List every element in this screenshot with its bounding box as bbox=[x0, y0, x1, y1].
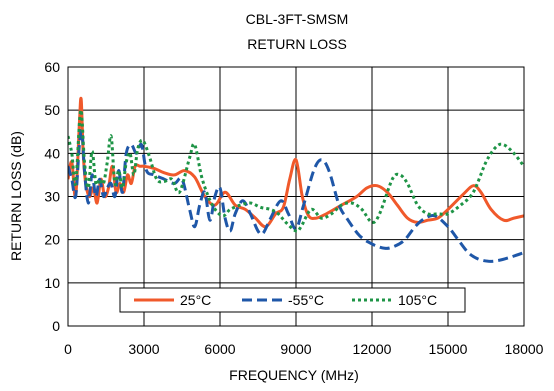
plot-border bbox=[67, 66, 525, 327]
x-tick-label: 15000 bbox=[429, 341, 468, 357]
legend-label-2: 105°C bbox=[398, 292, 437, 308]
chart-title: CBL-3FT-SMSM bbox=[246, 11, 349, 27]
x-tick-label: 9000 bbox=[280, 341, 311, 357]
x-axis-label: FREQUENCY (MHz) bbox=[229, 367, 359, 383]
y-axis-label: RETURN LOSS (dB) bbox=[8, 131, 24, 261]
legend-label-0: 25°C bbox=[180, 292, 211, 308]
y-tick-label: 40 bbox=[44, 145, 60, 161]
x-tick-label: 12000 bbox=[353, 341, 392, 357]
series-line-1 bbox=[68, 128, 524, 263]
y-tick-label: 60 bbox=[44, 59, 60, 75]
y-tick-label: 30 bbox=[44, 189, 60, 205]
legend-label-1: -55°C bbox=[288, 292, 324, 308]
x-tick-label: 3000 bbox=[128, 341, 159, 357]
tick-labels: 0 3000 6000 9000 12000 15000 18000 0 10 20 30 40 50 6… bbox=[44, 59, 543, 357]
series-line-2 bbox=[68, 108, 524, 233]
y-tick-label: 50 bbox=[44, 102, 60, 118]
plot-area bbox=[68, 96, 524, 263]
x-tick-label: 0 bbox=[64, 341, 72, 357]
y-tick-label: 10 bbox=[44, 275, 60, 291]
legend-box bbox=[119, 287, 466, 313]
legend: 25°C -55°C 105°C bbox=[119, 287, 466, 313]
grid bbox=[68, 67, 524, 326]
x-tick-label: 18000 bbox=[505, 341, 544, 357]
y-tick-label: 20 bbox=[44, 232, 60, 248]
chart-subtitle: RETURN LOSS bbox=[247, 36, 347, 52]
x-tick-label: 6000 bbox=[204, 341, 235, 357]
y-tick-label: 0 bbox=[52, 318, 60, 334]
